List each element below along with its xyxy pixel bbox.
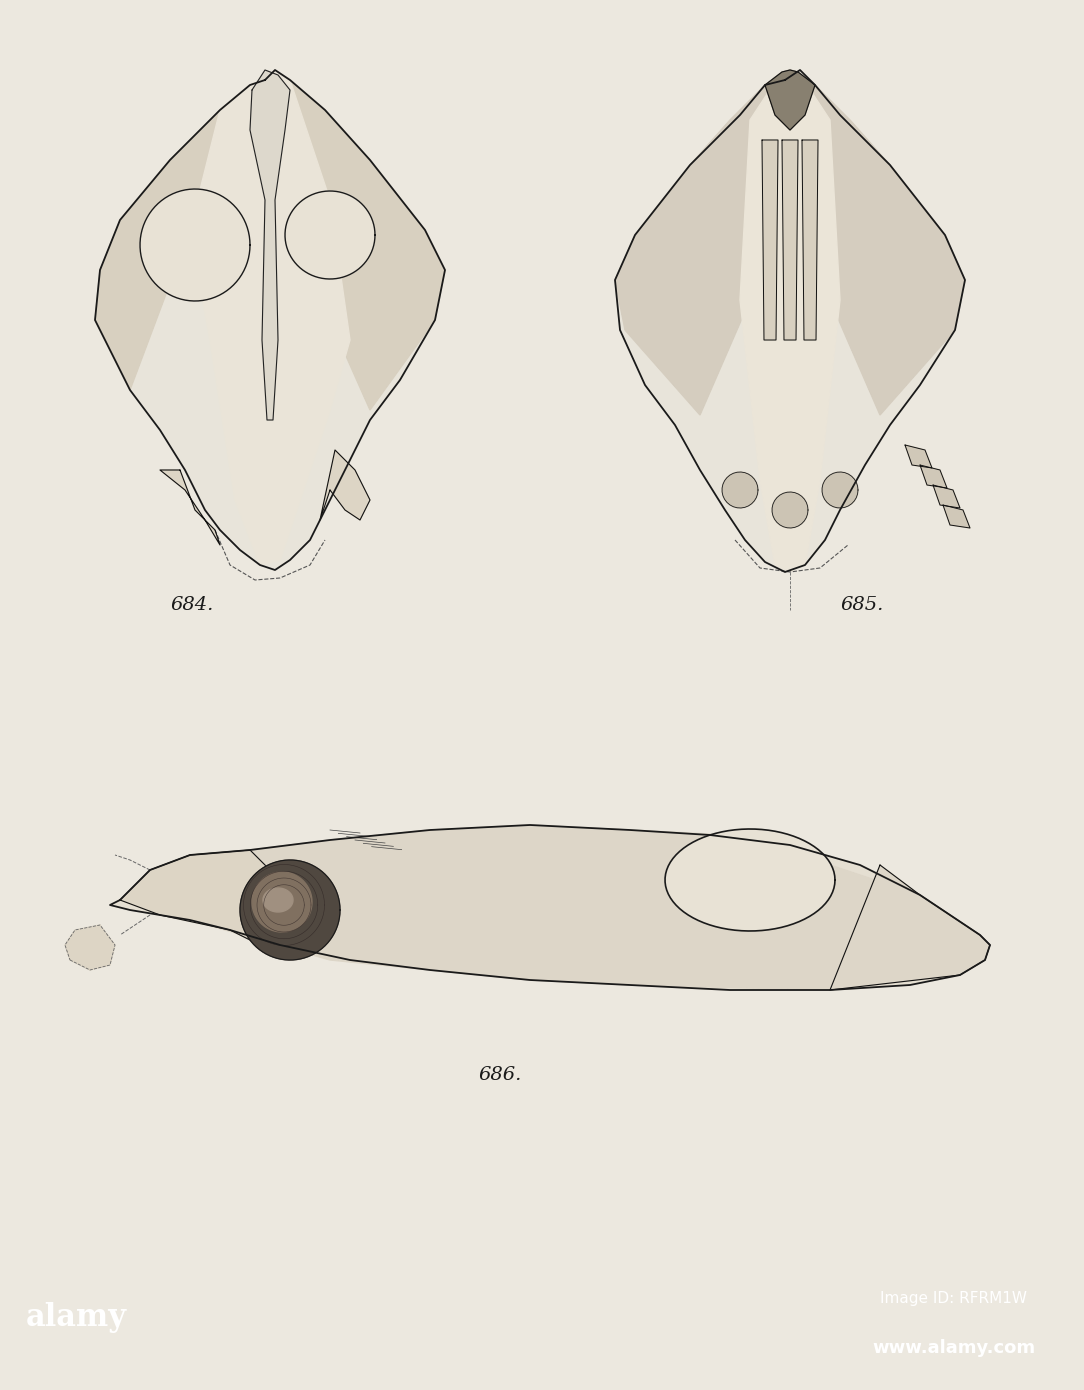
Polygon shape	[615, 75, 790, 416]
Polygon shape	[666, 828, 835, 931]
Polygon shape	[240, 860, 340, 960]
Polygon shape	[263, 888, 293, 912]
Polygon shape	[920, 466, 947, 488]
Polygon shape	[765, 70, 815, 131]
Polygon shape	[190, 826, 980, 990]
Polygon shape	[109, 826, 990, 990]
Text: 686.: 686.	[478, 1066, 521, 1084]
Polygon shape	[722, 473, 758, 507]
Polygon shape	[943, 505, 970, 528]
Polygon shape	[802, 140, 818, 341]
Polygon shape	[615, 70, 965, 573]
Text: 684.: 684.	[170, 596, 214, 614]
Polygon shape	[905, 445, 932, 468]
Polygon shape	[740, 70, 840, 573]
Polygon shape	[140, 189, 250, 302]
Polygon shape	[285, 190, 375, 279]
Polygon shape	[830, 865, 990, 990]
Polygon shape	[933, 485, 960, 507]
Text: Image ID: RFRM1W: Image ID: RFRM1W	[880, 1291, 1028, 1307]
Polygon shape	[782, 140, 798, 341]
Text: www.alamy.com: www.alamy.com	[873, 1339, 1035, 1357]
Polygon shape	[65, 924, 115, 970]
Polygon shape	[160, 470, 220, 545]
Polygon shape	[320, 450, 370, 520]
Polygon shape	[95, 81, 264, 391]
Polygon shape	[250, 70, 291, 420]
Text: 685.: 685.	[840, 596, 883, 614]
Polygon shape	[790, 75, 965, 416]
Polygon shape	[95, 70, 446, 570]
Polygon shape	[120, 851, 330, 955]
Polygon shape	[772, 492, 808, 528]
Polygon shape	[190, 70, 350, 564]
Text: alamy: alamy	[25, 1301, 127, 1333]
Polygon shape	[251, 872, 312, 931]
Polygon shape	[275, 70, 446, 410]
Polygon shape	[762, 140, 778, 341]
Polygon shape	[822, 473, 859, 507]
